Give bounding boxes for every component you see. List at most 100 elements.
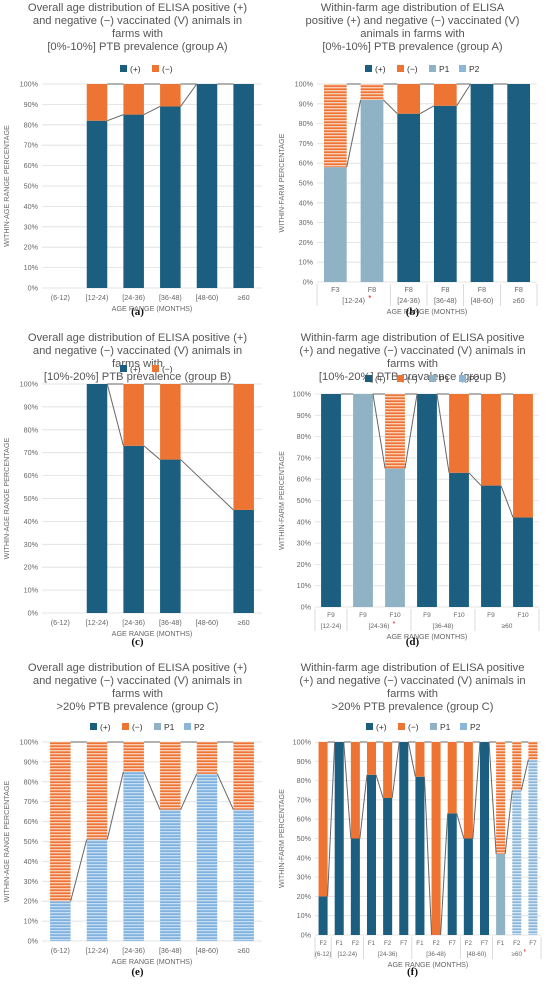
x-tick-label: F2 bbox=[432, 940, 440, 947]
bar-positive bbox=[233, 509, 254, 613]
y-tick-label: 70% bbox=[297, 795, 312, 804]
series-connector bbox=[106, 771, 124, 840]
y-axis-label: WITHIN-FARM PERCENTAGE bbox=[277, 789, 286, 888]
y-tick-label: 70% bbox=[299, 139, 314, 148]
bar-positive bbox=[321, 394, 341, 607]
legend-swatch-negative bbox=[152, 65, 159, 72]
x-tick-label: ≥60 bbox=[238, 618, 250, 627]
bar-positive bbox=[353, 394, 373, 607]
series-connector bbox=[504, 790, 513, 854]
bar-negative bbox=[433, 84, 457, 106]
y-tick-label: 100% bbox=[293, 390, 312, 399]
y-tick-label: 40% bbox=[24, 517, 39, 526]
legend-swatch-negative bbox=[152, 365, 159, 372]
x-tick-label: F1 bbox=[336, 940, 344, 947]
x-tick-label: F7 bbox=[529, 940, 537, 947]
legend-label-p2: P2 bbox=[469, 374, 480, 384]
y-tick-label: 30% bbox=[24, 540, 39, 549]
group-label: [36-48) bbox=[433, 623, 454, 630]
bar-negative bbox=[350, 742, 360, 839]
x-tick-label: [12-24) bbox=[86, 618, 109, 627]
bar-negative bbox=[86, 742, 108, 840]
y-tick-label: 20% bbox=[297, 892, 312, 901]
bar-negative bbox=[86, 84, 108, 121]
series-connector bbox=[404, 393, 418, 469]
x-axis-label: AGE RANGE (MONTHS) bbox=[112, 304, 193, 313]
bar-positive bbox=[449, 472, 469, 607]
bar-negative bbox=[318, 742, 328, 897]
bar-positive bbox=[528, 759, 538, 935]
series-connector bbox=[359, 774, 368, 839]
x-axis-label: AGE RANGE (MONTHS) bbox=[388, 960, 469, 969]
bar-positive bbox=[233, 84, 254, 288]
bar-positive bbox=[196, 773, 218, 941]
y-tick-label: 60% bbox=[24, 817, 39, 826]
bar-positive bbox=[318, 896, 328, 935]
y-tick-label: 50% bbox=[24, 182, 39, 191]
bar-negative bbox=[383, 742, 393, 798]
y-tick-label: 60% bbox=[24, 471, 39, 480]
series-connector bbox=[107, 114, 124, 122]
chart-title: Overall age distribution of ELISA positi… bbox=[27, 2, 248, 53]
legend-swatch-p2 bbox=[184, 723, 191, 730]
bar-positive bbox=[417, 394, 437, 607]
y-tick-label: 10% bbox=[299, 258, 314, 267]
legend-swatch-positive bbox=[120, 65, 127, 72]
series-connector bbox=[143, 445, 161, 460]
y-tick-label: 70% bbox=[297, 453, 312, 462]
y-tick-label: 10% bbox=[24, 586, 39, 595]
x-tick-label: [36-48) bbox=[159, 618, 182, 627]
chart-title: Within-farm age distribution of ELISA po… bbox=[299, 662, 526, 713]
series-connector bbox=[143, 105, 161, 116]
bar-negative bbox=[496, 742, 506, 854]
series-connector bbox=[375, 774, 384, 799]
y-tick-label: 80% bbox=[24, 777, 39, 786]
bar-positive bbox=[360, 99, 384, 282]
legend-label-negative: (−) bbox=[162, 364, 173, 374]
bar-positive bbox=[350, 838, 360, 935]
y-tick-label: 90% bbox=[297, 757, 312, 766]
series-connector bbox=[419, 105, 435, 115]
panel-caption: (f) bbox=[407, 966, 418, 978]
legend-label-p1: P1 bbox=[164, 722, 175, 732]
chart-e-svg: (+) (−) P1 P2 0% 10% 20% 30% 40% 50% 60% 70% 80% 90% 1… bbox=[2, 722, 262, 966]
series-connector bbox=[407, 741, 416, 777]
bar-positive bbox=[470, 84, 494, 282]
bar-negative bbox=[160, 742, 181, 810]
series-connector bbox=[472, 741, 481, 839]
legend-swatch-positive bbox=[120, 365, 127, 372]
y-axis-label: WITHIN-FARM PERCENTAGE bbox=[277, 451, 286, 550]
bar-positive bbox=[196, 84, 218, 288]
x-axis-label: AGE RANGE (MONTHS) bbox=[387, 632, 468, 641]
legend-swatch-positive bbox=[366, 723, 373, 730]
x-tick-label: [24-36) bbox=[122, 946, 145, 955]
x-tick-label: [36-48) bbox=[159, 293, 182, 302]
x-tick-label: [24-36) bbox=[122, 293, 145, 302]
x-tick-label: [12-24) bbox=[86, 293, 109, 302]
chart-panel-d: Within-farm age distribution of ELISA po… bbox=[275, 330, 550, 660]
series-connector bbox=[520, 759, 529, 791]
group-label: [12-24) bbox=[321, 623, 342, 630]
bar-negative bbox=[415, 742, 425, 777]
group-label: ≥60 bbox=[513, 296, 525, 305]
x-tick-label: F2 bbox=[384, 940, 392, 947]
x-tick-label: F9 bbox=[359, 612, 367, 619]
group-label: [24-36) bbox=[369, 623, 390, 630]
x-tick-label: F2 bbox=[513, 940, 521, 947]
bar-positive bbox=[397, 113, 421, 282]
y-tick-label: 100% bbox=[295, 80, 314, 89]
x-tick-label: ≥60 bbox=[238, 293, 250, 302]
y-tick-label: 20% bbox=[24, 897, 39, 906]
panel-caption: (b) bbox=[405, 306, 420, 318]
bar-negative bbox=[323, 84, 347, 168]
legend-label-p1: P1 bbox=[439, 374, 450, 384]
y-tick-label: 90% bbox=[24, 757, 39, 766]
series-connector bbox=[106, 383, 124, 446]
y-tick-label: 50% bbox=[24, 494, 39, 503]
series-connector bbox=[180, 773, 198, 810]
y-tick-label: 60% bbox=[297, 475, 312, 484]
bar-positive bbox=[160, 106, 181, 288]
y-tick-label: 0% bbox=[303, 278, 314, 287]
bar-positive bbox=[447, 813, 457, 935]
bar-negative bbox=[160, 84, 181, 107]
